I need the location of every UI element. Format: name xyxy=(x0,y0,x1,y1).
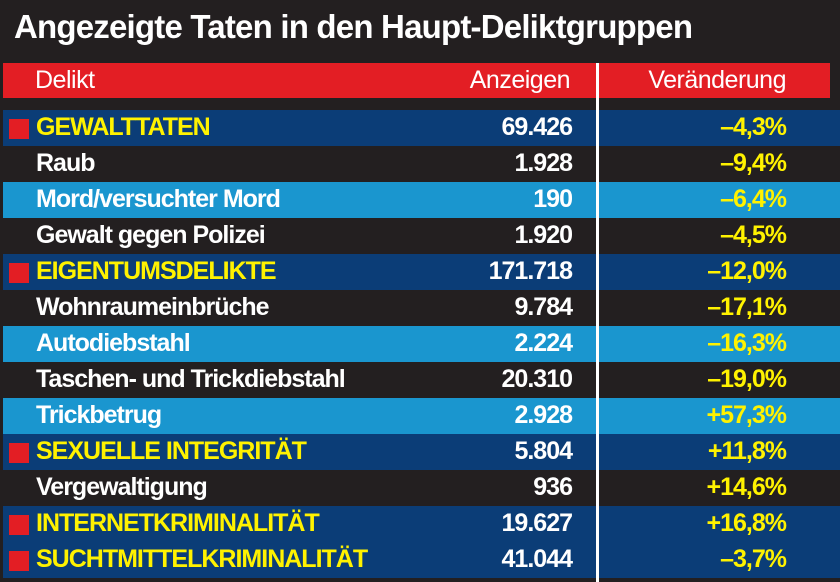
table-row: Wohnraumeinbrüche 9.784 –17,1% xyxy=(3,290,840,326)
red-square-marker xyxy=(9,515,29,535)
table-row: Vergewaltigung 936 +14,6% xyxy=(3,470,840,506)
row-label: Gewalt gegen Polizei xyxy=(36,221,266,249)
row-label: Taschen- und Trickdiebstahl xyxy=(36,365,346,393)
row-label: Vergewaltigung xyxy=(36,473,208,501)
row-label: Raub xyxy=(36,149,95,177)
row-count: 2.928 xyxy=(514,401,573,429)
row-count: 19.627 xyxy=(501,509,573,537)
row-count: 5.804 xyxy=(514,437,573,465)
header-veraenderung: Veränderung xyxy=(648,66,786,94)
row-count: 1.928 xyxy=(514,149,573,177)
row-change: –3,7% xyxy=(720,545,787,573)
row-label: Mord/versuchter Mord xyxy=(36,185,281,213)
table-row: Raub 1.928 –9,4% xyxy=(3,146,840,182)
row-change: –6,4% xyxy=(720,185,787,213)
row-count: 171.718 xyxy=(488,257,573,285)
table-row-group: SUCHTMITTELKRIMINALITÄT 41.044 –3,7% xyxy=(3,542,840,578)
table-row-group: EIGENTUMSDELIKTE 171.718 –12,0% xyxy=(3,254,840,290)
row-change: –17,1% xyxy=(707,293,787,321)
row-count: 9.784 xyxy=(514,293,573,321)
row-label: SEXUELLE INTEGRITÄT xyxy=(36,437,307,465)
header-delikt: Delikt xyxy=(35,66,95,94)
chart-title: Angezeigte Taten in den Haupt-Deliktgrup… xyxy=(14,8,693,45)
row-count: 20.310 xyxy=(501,365,573,393)
red-square-marker xyxy=(9,263,29,283)
row-label: EIGENTUMSDELIKTE xyxy=(36,257,277,285)
row-count: 190 xyxy=(533,185,573,213)
table-row: Autodiebstahl 2.224 –16,3% xyxy=(3,326,840,362)
row-change: +11,8% xyxy=(707,437,787,465)
row-change: –19,0% xyxy=(707,365,787,393)
row-count: 69.426 xyxy=(501,113,573,141)
table-row: Mord/versuchter Mord 190 –6,4% xyxy=(3,182,840,218)
row-label: Trickbetrug xyxy=(36,401,162,429)
table-row: Taschen- und Trickdiebstahl 20.310 –19,0% xyxy=(3,362,840,398)
column-divider xyxy=(596,63,599,582)
table-row-group: SEXUELLE INTEGRITÄT 5.804 +11,8% xyxy=(3,434,840,470)
table-header: Delikt Anzeigen Veränderung xyxy=(3,63,830,98)
red-square-marker xyxy=(9,119,29,139)
table-body: GEWALTTATEN 69.426 –4,3% Raub 1.928 –9,4% Mord… xyxy=(3,110,840,578)
header-anzeigen: Anzeigen xyxy=(469,66,571,94)
row-change: –9,4% xyxy=(720,149,787,177)
row-change: +57,3% xyxy=(706,401,787,429)
row-count: 1.920 xyxy=(514,221,573,249)
row-label: Autodiebstahl xyxy=(36,329,191,357)
table-row-group: INTERNETKRIMINALITÄT 19.627 +16,8% xyxy=(3,506,840,542)
row-change: +16,8% xyxy=(706,509,787,537)
row-count: 2.224 xyxy=(514,329,573,357)
row-count: 41.044 xyxy=(501,545,573,573)
row-change: –12,0% xyxy=(707,257,787,285)
row-change: –4,5% xyxy=(720,221,787,249)
row-label: Wohnraumeinbrüche xyxy=(36,293,270,321)
row-label: GEWALTTATEN xyxy=(36,113,211,141)
row-change: –16,3% xyxy=(707,329,787,357)
table-row-group: GEWALTTATEN 69.426 –4,3% xyxy=(3,110,840,146)
row-change: +14,6% xyxy=(706,473,787,501)
row-label: INTERNETKRIMINALITÄT xyxy=(36,509,320,537)
row-count: 936 xyxy=(533,473,573,501)
row-change: –4,3% xyxy=(720,113,787,141)
table-row: Trickbetrug 2.928 +57,3% xyxy=(3,398,840,434)
red-square-marker xyxy=(9,443,29,463)
row-label: SUCHTMITTELKRIMINALITÄT xyxy=(36,545,368,573)
red-square-marker xyxy=(9,551,29,571)
table-row: Gewalt gegen Polizei 1.920 –4,5% xyxy=(3,218,840,254)
